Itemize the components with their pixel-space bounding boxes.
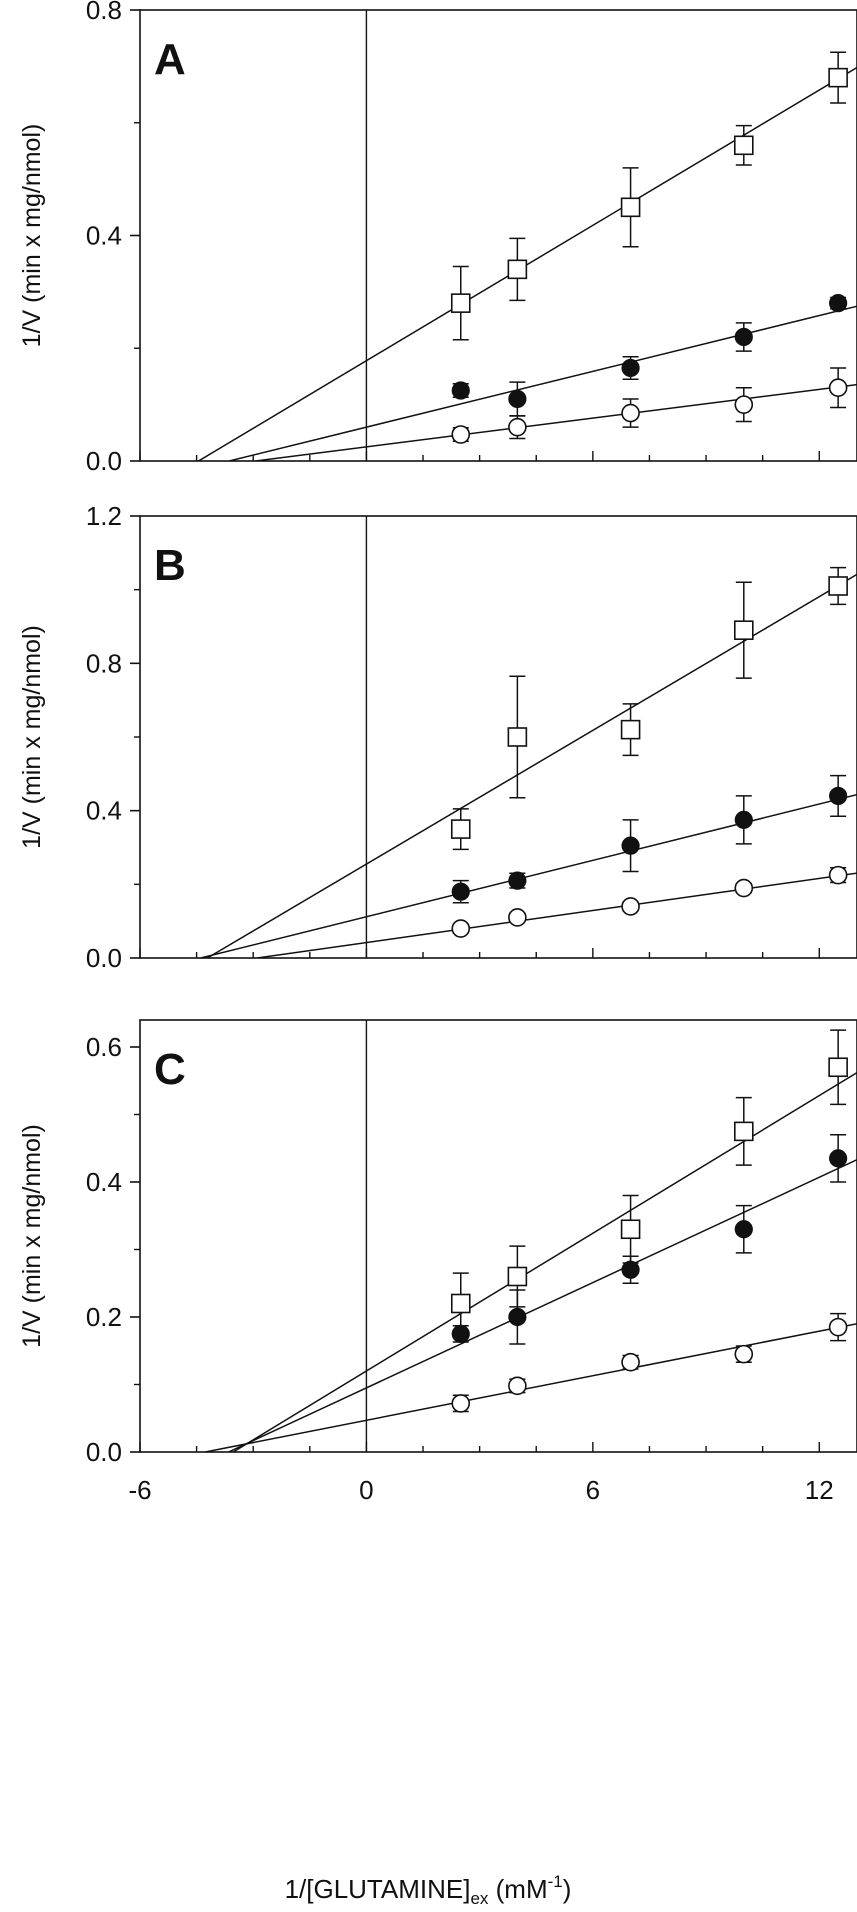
point-square-c-0-1 <box>507 1266 528 1287</box>
point-square-b-0-4 <box>828 576 848 596</box>
point-square-c-0-4 <box>828 1057 848 1078</box>
y-tick-label-b-2: 0.8 <box>86 648 122 678</box>
point-square-c-0-3 <box>733 1121 754 1142</box>
point-open-circle-b-2-1 <box>508 908 527 927</box>
y-tick-label-a-2: 0.8 <box>86 0 122 25</box>
point-filled-circle-c-1-4 <box>829 1149 848 1168</box>
point-open-circle-b-2-4 <box>828 865 848 885</box>
plot-frame-a <box>139 9 857 462</box>
panel-letter-b: B <box>154 541 186 590</box>
panel-a: 0.0 0.4 0.8 1/V (min x mg/nmol) A <box>18 0 857 476</box>
x-tick-label-3: 12 <box>805 1475 834 1505</box>
point-filled-circle-b-1-0 <box>451 882 470 901</box>
point-filled-circle-b-1-4 <box>829 786 848 806</box>
y-tick-label-c-1: 0.2 <box>86 1302 122 1332</box>
point-square-b-0-2 <box>620 719 641 740</box>
point-filled-circle-c-1-3 <box>734 1220 753 1239</box>
point-square-a-0-1 <box>507 259 528 280</box>
fit-line-b-0 <box>206 573 857 958</box>
data-layer-b <box>200 566 857 958</box>
x-tick-label-0: -6 <box>128 1475 151 1505</box>
point-square-b-0-0 <box>450 819 471 839</box>
fit-line-a-0 <box>198 66 857 461</box>
point-filled-circle-a-1-4 <box>829 294 848 313</box>
point-open-circle-c-2-1 <box>508 1376 527 1396</box>
point-open-circle-b-2-3 <box>734 878 754 898</box>
x-axis-title-close: ) <box>563 1874 572 1904</box>
y-tick-label-c-3: 0.6 <box>86 1032 122 1062</box>
x-axis-title-unit: (mM <box>488 1874 547 1904</box>
fit-line-a-1 <box>229 305 857 461</box>
y-axis-title-c: 1/V (min x mg/nmol) <box>18 1124 46 1348</box>
point-filled-circle-c-1-2 <box>621 1260 640 1279</box>
point-filled-circle-c-1-0 <box>451 1324 470 1343</box>
point-filled-circle-b-1-1 <box>508 871 527 890</box>
point-square-a-0-3 <box>733 135 754 156</box>
fit-line-b-2 <box>257 872 857 958</box>
plot-frame-c <box>139 1019 857 1453</box>
y-tick-label-c-2: 0.4 <box>86 1167 122 1197</box>
point-square-a-0-4 <box>828 67 848 88</box>
point-square-c-0-2 <box>620 1219 641 1240</box>
point-open-circle-c-2-0 <box>451 1394 471 1413</box>
point-open-circle-b-2-0 <box>451 919 471 938</box>
point-open-circle-a-2-3 <box>734 395 754 414</box>
point-open-circle-a-2-4 <box>828 378 848 398</box>
point-open-circle-c-2-3 <box>734 1344 754 1364</box>
x-axis-title-sub: ex <box>470 1889 488 1908</box>
point-square-a-0-0 <box>450 293 471 313</box>
y-axis-title-b: 1/V (min x mg/nmol) <box>18 625 46 849</box>
fit-line-c-1 <box>228 1158 857 1452</box>
x-axis-title-main: 1/[GLUTAMINE] <box>285 1874 471 1904</box>
point-square-c-0-0 <box>450 1293 471 1314</box>
panels: 0.0 0.4 0.8 1/V (min x mg/nmol) A 0.0 0.4 0.8 1.… <box>18 0 857 1505</box>
point-filled-circle-a-1-0 <box>451 381 470 400</box>
panel-letter-a: A <box>154 35 186 84</box>
point-filled-circle-a-1-1 <box>508 389 527 409</box>
point-filled-circle-a-1-2 <box>621 358 640 378</box>
point-open-circle-c-2-4 <box>828 1317 848 1337</box>
y-tick-label-c-0: 0.0 <box>86 1437 122 1467</box>
y-tick-label-b-3: 1.2 <box>86 501 122 531</box>
point-filled-circle-a-1-3 <box>734 327 753 347</box>
point-open-circle-a-2-2 <box>621 403 640 423</box>
fit-line-a-2 <box>255 383 857 461</box>
x-axis-title: 1/[GLUTAMINE]ex (mM-1) <box>285 1872 572 1908</box>
x-tick-label-1: 0 <box>359 1475 373 1505</box>
panel-c: 0.0 0.2 0.4 0.6 -6 0 6 12 1/V (min x mg/nmol) C <box>18 1019 857 1505</box>
point-open-circle-b-2-2 <box>621 897 640 916</box>
y-tick-label-a-1: 0.4 <box>86 221 122 251</box>
point-square-b-0-3 <box>733 620 754 640</box>
panel-letter-c: C <box>154 1045 186 1094</box>
point-open-circle-a-2-0 <box>451 425 471 444</box>
point-open-circle-c-2-2 <box>621 1352 640 1372</box>
point-filled-circle-b-1-2 <box>621 836 640 855</box>
data-layer-c <box>205 1029 857 1452</box>
point-filled-circle-c-1-1 <box>508 1307 527 1327</box>
point-filled-circle-b-1-3 <box>734 810 753 829</box>
y-tick-label-b-1: 0.4 <box>86 796 122 826</box>
y-tick-label-a-0: 0.0 <box>86 446 122 476</box>
y-axis-title-a: 1/V (min x mg/nmol) <box>18 124 46 348</box>
x-tick-label-2: 6 <box>586 1475 600 1505</box>
fit-line-c-0 <box>232 1071 857 1452</box>
fit-line-c-2 <box>205 1322 857 1452</box>
y-tick-label-b-0: 0.0 <box>86 943 122 973</box>
fit-line-b-1 <box>200 793 857 958</box>
point-open-circle-a-2-1 <box>508 417 527 437</box>
panel-b: 0.0 0.4 0.8 1.2 1/V (min x mg/nmol) B <box>18 501 857 973</box>
data-layer-a <box>198 51 857 461</box>
x-axis-title-sup: -1 <box>548 1872 563 1891</box>
point-square-b-0-1 <box>507 727 528 747</box>
point-square-a-0-2 <box>620 197 641 218</box>
